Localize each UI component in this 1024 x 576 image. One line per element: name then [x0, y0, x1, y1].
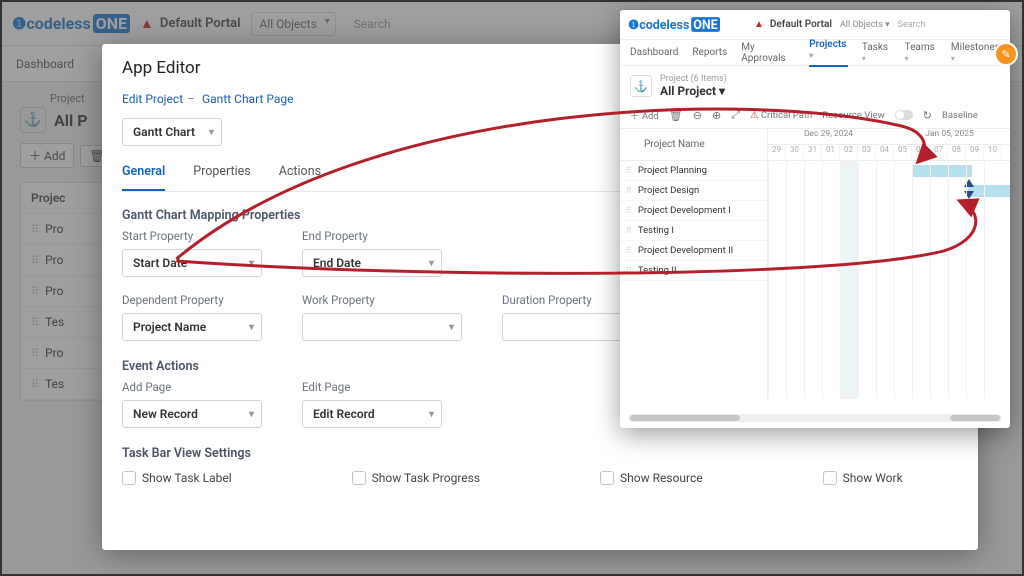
pv-title: All Project ▾	[660, 84, 727, 98]
gantt-row[interactable]: ⠿Project Development I	[620, 201, 767, 221]
gantt-row[interactable]: ⠿Project Development II	[620, 241, 767, 261]
pv-search[interactable]: Search	[898, 20, 926, 30]
preview-panel: ❶codelessONE ▲Default Portal All Objects…	[620, 10, 1010, 428]
pv-resource-view[interactable]: Resource View	[822, 110, 884, 121]
pv-logo: ❶codelessONE	[628, 17, 720, 32]
pv-delete-icon[interactable]: 🗑	[669, 109, 683, 122]
dependent-select[interactable]: Project Name	[122, 313, 262, 341]
end-property-select[interactable]: End Date	[302, 249, 442, 277]
pv-date-1: Dec 29, 2024	[768, 129, 889, 144]
tab-actions[interactable]: Actions	[279, 164, 321, 191]
pv-resource-toggle[interactable]	[895, 110, 913, 120]
start-property-label: Start Property	[122, 229, 262, 243]
day-header: 02	[840, 145, 858, 160]
chk-task-progress[interactable]: Show Task Progress	[352, 471, 480, 485]
tab-general[interactable]: General	[122, 164, 165, 191]
view-select[interactable]: Gantt Chart	[122, 118, 222, 146]
gantt-row[interactable]: ⠿Testing I	[620, 221, 767, 241]
tab-properties[interactable]: Properties	[193, 164, 251, 191]
chk-task-label[interactable]: Show Task Label	[122, 471, 232, 485]
pv-anchor-icon: ⚓	[630, 75, 652, 97]
gantt-row[interactable]: ⠿Project Planning	[620, 161, 767, 181]
pv-nav-tasks[interactable]: Tasks	[862, 42, 891, 64]
pv-nav-teams[interactable]: Teams	[905, 42, 937, 64]
pv-baseline-icon[interactable]: ↻	[923, 109, 932, 122]
pv-allobjects[interactable]: All Objects ▾	[840, 20, 890, 30]
day-header: 06	[912, 145, 930, 160]
edit-fab[interactable]: ✎	[996, 44, 1016, 64]
day-header: 03	[858, 145, 876, 160]
day-header: 07	[930, 145, 948, 160]
pv-col-header: Project Name	[620, 129, 767, 161]
chk-work[interactable]: Show Work	[823, 471, 903, 485]
day-header: 09	[966, 145, 984, 160]
gantt-bar[interactable]	[968, 185, 1010, 197]
end-property-label: End Property	[302, 229, 442, 243]
day-header: 10	[984, 145, 1002, 160]
add-page-select[interactable]: New Record	[122, 400, 262, 428]
taskbar-header: Task Bar View Settings	[122, 446, 958, 461]
pv-zoomin-icon[interactable]: ⊕	[712, 109, 721, 122]
pv-nav-milestones[interactable]: Milestones	[951, 42, 1000, 64]
work-label: Work Property	[302, 293, 462, 307]
day-header: 29	[768, 145, 786, 160]
pv-nav-projects[interactable]: Projects	[809, 39, 848, 67]
pv-subtitle: Project (6 Items)	[660, 74, 727, 84]
edit-page-select[interactable]: Edit Record	[302, 400, 442, 428]
work-select[interactable]	[302, 313, 462, 341]
dependent-label: Dependent Property	[122, 293, 262, 307]
day-header: 31	[804, 145, 822, 160]
pv-nav-dashboard[interactable]: Dashboard	[630, 47, 678, 58]
add-page-label: Add Page	[122, 380, 262, 394]
pv-scrollbar[interactable]	[628, 414, 1002, 422]
pv-nav-reports[interactable]: Reports	[692, 47, 727, 58]
edit-page-label: Edit Page	[302, 380, 442, 394]
gantt-bar[interactable]	[912, 165, 972, 177]
start-property-select[interactable]: Start Date	[122, 249, 262, 277]
pv-expand-icon[interactable]: ⤢	[731, 108, 740, 122]
day-header: 08	[948, 145, 966, 160]
day-header: 04	[876, 145, 894, 160]
day-header: 05	[894, 145, 912, 160]
gantt-row[interactable]: ⠿Project Design	[620, 181, 767, 201]
pv-zoomout-icon[interactable]: ⊖	[693, 109, 702, 122]
pv-date-2: Jan 05, 2025	[889, 129, 1010, 144]
pv-add-button[interactable]: ＋ Add	[630, 108, 659, 122]
pv-nav-approvals[interactable]: My Approvals	[741, 42, 795, 64]
gantt-row[interactable]: ⠿Testing II	[620, 261, 767, 281]
chk-resource[interactable]: Show Resource	[600, 471, 703, 485]
day-header: 01	[822, 145, 840, 160]
pv-critical-path[interactable]: Critical Path	[750, 110, 812, 121]
day-header: 30	[786, 145, 804, 160]
pv-baseline[interactable]: Baseline	[942, 110, 978, 121]
pv-portal[interactable]: ▲Default Portal	[754, 19, 832, 30]
